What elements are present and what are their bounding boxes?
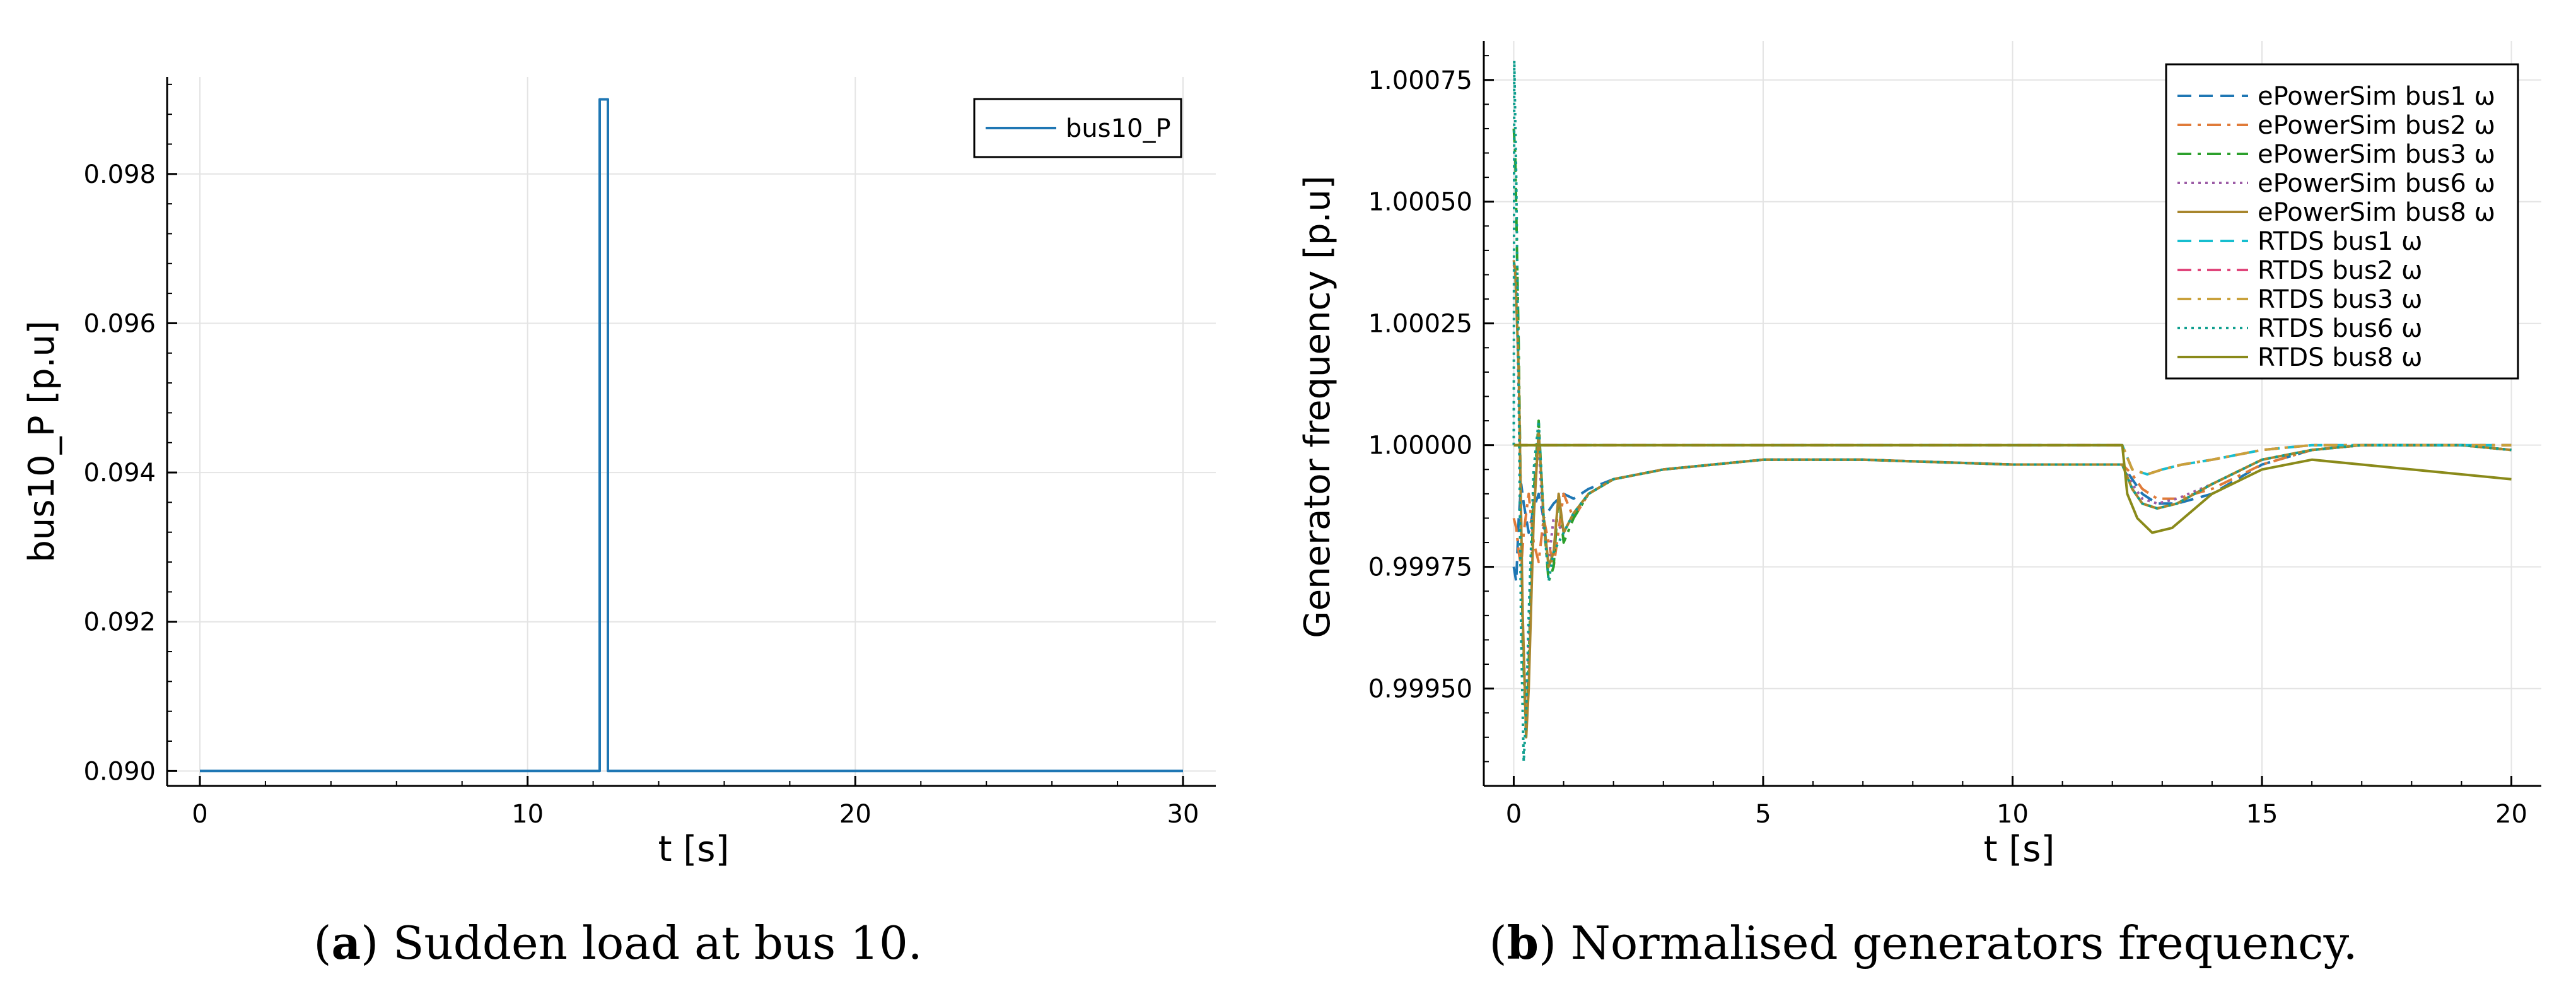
chart-a-axes xyxy=(166,77,1216,787)
chart-b-y-tick-label: 0.99975 xyxy=(1368,553,1472,582)
chart-b-legend-label-7: RTDS bus2 ω xyxy=(2258,256,2422,285)
chart-a-y-tick-label: 0.090 xyxy=(83,757,156,786)
chart-b-legend-label-8: RTDS bus3 ω xyxy=(2258,285,2422,314)
chart-b-series xyxy=(1512,59,2512,763)
chart-a-ticks: 0 10 20 30 0.090 0.092 0.094 0.096 0.098 xyxy=(83,160,1199,829)
chart-b-legend-label-3: ePowerSim bus3 ω xyxy=(2258,140,2495,169)
chart-b-x-tick-label: 0 xyxy=(1506,800,1522,829)
chart-a-caption-text: Sudden load at bus 10. xyxy=(393,917,923,969)
chart-b-legend-box xyxy=(2165,63,2519,380)
chart-b-ylabel: Generator frequency [p.u] xyxy=(1297,175,1338,638)
chart-b-caption-letter: b xyxy=(1507,916,1539,969)
chart-a-y-tick-label: 0.094 xyxy=(83,459,156,488)
chart-b-y-tick-label: 1.00050 xyxy=(1368,188,1472,217)
chart-b-y-tick-label: 0.99950 xyxy=(1368,675,1472,704)
chart-b-y-tick-label: 1.00075 xyxy=(1368,66,1472,95)
chart-a-ylabel: bus10_P [p.u] xyxy=(21,320,62,563)
chart-b: 0 5 10 15 20 0.99950 0.99975 1.00000 1.00025 1.00… xyxy=(1297,41,2541,969)
chart-a-legend-label-1: bus10_P xyxy=(1066,114,1171,143)
chart-b-caption: (b) Normalised generators frequency. xyxy=(1489,916,2358,969)
chart-b-legend-label-2: ePowerSim bus2 ω xyxy=(2258,111,2495,140)
chart-a-x-tick-label: 20 xyxy=(839,800,871,829)
chart-b-x-tick-label: 20 xyxy=(2495,800,2527,829)
chart-a-x-tick-label: 30 xyxy=(1167,800,1199,829)
chart-a-y-tick-label: 0.098 xyxy=(83,160,156,189)
chart-b-legend-label-4: ePowerSim bus6 ω xyxy=(2258,169,2495,198)
chart-a: 0 10 20 30 0.090 0.092 0.094 0.096 0.098 t [s] b… xyxy=(21,77,1216,969)
chart-b-x-tick-label: 10 xyxy=(1996,800,2029,829)
chart-a-legend: bus10_P xyxy=(973,98,1182,158)
chart-a-x-tick-label: 10 xyxy=(511,800,544,829)
chart-b-legend-label-10: RTDS bus8 ω xyxy=(2258,343,2422,372)
chart-b-caption-text: Normalised generators frequency. xyxy=(1571,917,2358,969)
chart-a-caption: (a) Sudden load at bus 10. xyxy=(313,916,922,969)
chart-b-xlabel: t [s] xyxy=(1984,829,2055,870)
chart-b-y-tick-label: 1.00000 xyxy=(1368,431,1472,460)
chart-b-x-tick-label: 5 xyxy=(1755,800,1771,829)
chart-b-series-line-5 xyxy=(1512,260,2512,739)
chart-b-series-line-8 xyxy=(1513,443,2512,476)
chart-b-series-line-9 xyxy=(1512,59,2512,763)
chart-a-grid xyxy=(167,77,1216,786)
chart-b-legend-label-1: ePowerSim bus1 ω xyxy=(2258,82,2495,111)
chart-b-x-tick-label: 15 xyxy=(2246,800,2278,829)
chart-b-series-line-10 xyxy=(1513,443,2512,534)
chart-b-legend-label-5: ePowerSim bus8 ω xyxy=(2258,198,2495,227)
chart-a-xlabel: t [s] xyxy=(658,829,730,870)
chart-b-legend-label-9: RTDS bus6 ω xyxy=(2258,314,2422,343)
chart-a-x-tick-label: 0 xyxy=(192,800,207,829)
chart-a-y-tick-label: 0.092 xyxy=(83,608,156,637)
chart-b-y-tick-label: 1.00025 xyxy=(1368,310,1472,339)
chart-a-caption-letter: a xyxy=(331,916,361,969)
chart-a-series xyxy=(200,98,1183,773)
chart-a-y-tick-label: 0.096 xyxy=(83,309,156,338)
chart-b-axes xyxy=(1483,41,2541,787)
chart-b-legend-label-6: RTDS bus1 ω xyxy=(2258,227,2422,256)
chart-b-ticks: 0 5 10 15 20 0.99950 0.99975 1.00000 1.00025 1.00… xyxy=(1368,66,2527,829)
chart-a-series-line-1 xyxy=(200,98,1183,773)
